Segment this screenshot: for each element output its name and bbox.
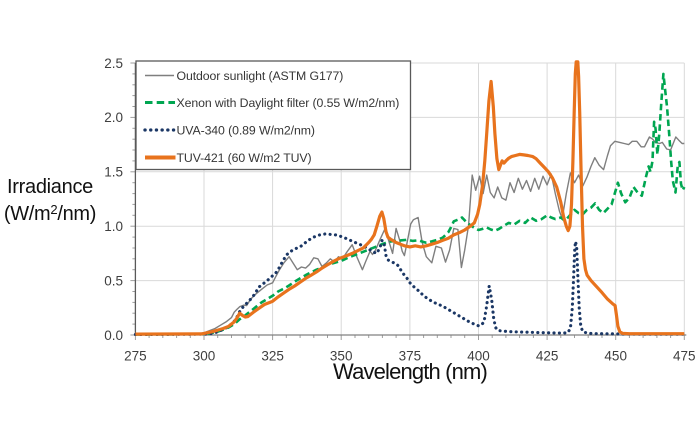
svg-text:Wavelength (nm): Wavelength (nm) — [333, 359, 487, 384]
svg-text:400: 400 — [467, 349, 490, 364]
svg-text:300: 300 — [193, 349, 216, 364]
svg-text:450: 450 — [604, 349, 627, 364]
svg-text:TUV-421 (60 W/m2 TUV): TUV-421 (60 W/m2 TUV) — [177, 151, 312, 165]
svg-text:(W/m2/nm): (W/m2/nm) — [4, 202, 96, 225]
svg-text:2.5: 2.5 — [104, 56, 123, 71]
svg-text:375: 375 — [399, 349, 422, 364]
svg-text:475: 475 — [673, 349, 696, 364]
svg-text:0.5: 0.5 — [104, 273, 123, 288]
svg-text:1.5: 1.5 — [104, 165, 123, 180]
svg-text:350: 350 — [330, 349, 353, 364]
svg-text:275: 275 — [124, 349, 147, 364]
svg-text:0.0: 0.0 — [104, 328, 123, 343]
svg-text:UVA-340 (0.89 W/m2/nm): UVA-340 (0.89 W/m2/nm) — [177, 124, 315, 138]
svg-text:Xenon with Daylight filter (0.: Xenon with Daylight filter (0.55 W/m2/nm… — [177, 96, 400, 110]
svg-text:Outdoor sunlight (ASTM G177): Outdoor sunlight (ASTM G177) — [177, 69, 344, 83]
svg-text:2.0: 2.0 — [104, 110, 123, 125]
svg-text:325: 325 — [261, 349, 284, 364]
svg-text:425: 425 — [536, 349, 559, 364]
svg-text:Irradiance: Irradiance — [7, 176, 93, 198]
svg-text:1.0: 1.0 — [104, 219, 123, 234]
